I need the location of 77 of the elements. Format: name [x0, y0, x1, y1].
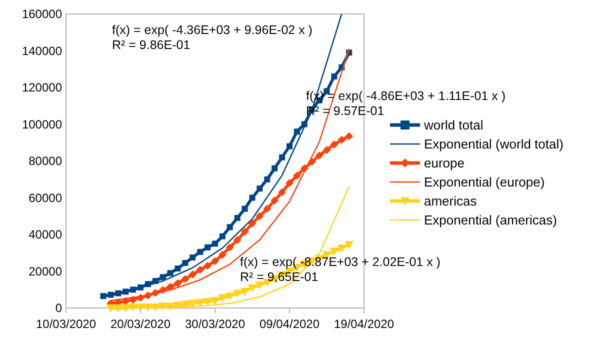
point: [248, 284, 257, 292]
annotation: f(x) = exp( -4.36E+03 + 9.96E-02 x ) R² = 9.86E-01: [112, 23, 312, 52]
point: [219, 233, 226, 240]
point: [248, 219, 256, 228]
point: [211, 257, 219, 266]
point: [234, 214, 240, 221]
legend-label: world total: [423, 118, 484, 132]
point: [337, 244, 346, 253]
point: [190, 254, 196, 260]
point: [196, 298, 205, 307]
point: [256, 186, 263, 192]
legend-label: americas: [424, 194, 478, 208]
x-tick-label: 19/04/2020: [334, 317, 394, 331]
point: [322, 146, 331, 154]
point: [226, 224, 233, 230]
y-tick-label: 40000: [28, 228, 62, 242]
y-tick-label: 60000: [28, 190, 62, 205]
y-tick-label: 120000: [22, 80, 62, 94]
point: [330, 247, 339, 256]
point: [218, 294, 227, 302]
point: [242, 206, 248, 212]
x-tick-label: 30/03/2020: [184, 317, 246, 331]
point: [345, 132, 354, 140]
y-tick-label: 140000: [22, 44, 62, 58]
point: [344, 241, 354, 250]
y-tick-label: 0: [55, 301, 62, 315]
y-tick-label: 80000: [28, 154, 62, 168]
point: [330, 140, 338, 148]
point: [188, 270, 197, 279]
point: [226, 243, 234, 252]
point: [204, 244, 211, 250]
point: [196, 266, 204, 274]
point: [255, 281, 264, 290]
point: [182, 260, 188, 266]
x-tick-label: 10/03/2020: [36, 317, 96, 331]
point: [174, 279, 182, 288]
point: [294, 128, 300, 135]
point: [210, 297, 220, 306]
point: [279, 154, 286, 160]
point: [181, 274, 190, 283]
point: [264, 176, 270, 182]
point: [270, 196, 279, 205]
point: [331, 73, 338, 80]
point: [286, 143, 292, 150]
point: [249, 194, 256, 201]
point: [212, 240, 218, 247]
point: [218, 250, 226, 259]
point: [263, 204, 272, 213]
point: [160, 274, 166, 280]
point: [240, 228, 249, 236]
point: [338, 136, 346, 144]
point: [233, 236, 242, 244]
point: [174, 265, 181, 272]
legend-label: Exponential (world total): [424, 136, 564, 152]
point: [204, 262, 212, 270]
point: [180, 300, 190, 309]
point: [240, 288, 250, 296]
x-tick-label: 09/04/2020: [259, 317, 320, 331]
point: [286, 179, 294, 188]
point: [292, 172, 301, 180]
point: [197, 248, 204, 255]
point: [225, 292, 234, 301]
point: [232, 290, 242, 298]
y-tick-label: 100000: [22, 117, 62, 132]
legend-label: europe: [424, 156, 464, 170]
point: [272, 165, 278, 172]
point: [256, 212, 264, 220]
legend-label: Exponential (americas): [424, 212, 557, 228]
point: [278, 188, 286, 196]
point: [315, 151, 324, 160]
legend-label: Exponential (europe): [424, 174, 545, 190]
x-tick-label: 20/03/2020: [110, 317, 171, 331]
point: [166, 282, 174, 291]
y-tick-label: 20000: [28, 264, 62, 278]
point: [203, 298, 212, 306]
y-tick-label: 160000: [22, 7, 62, 21]
point: [167, 270, 174, 276]
